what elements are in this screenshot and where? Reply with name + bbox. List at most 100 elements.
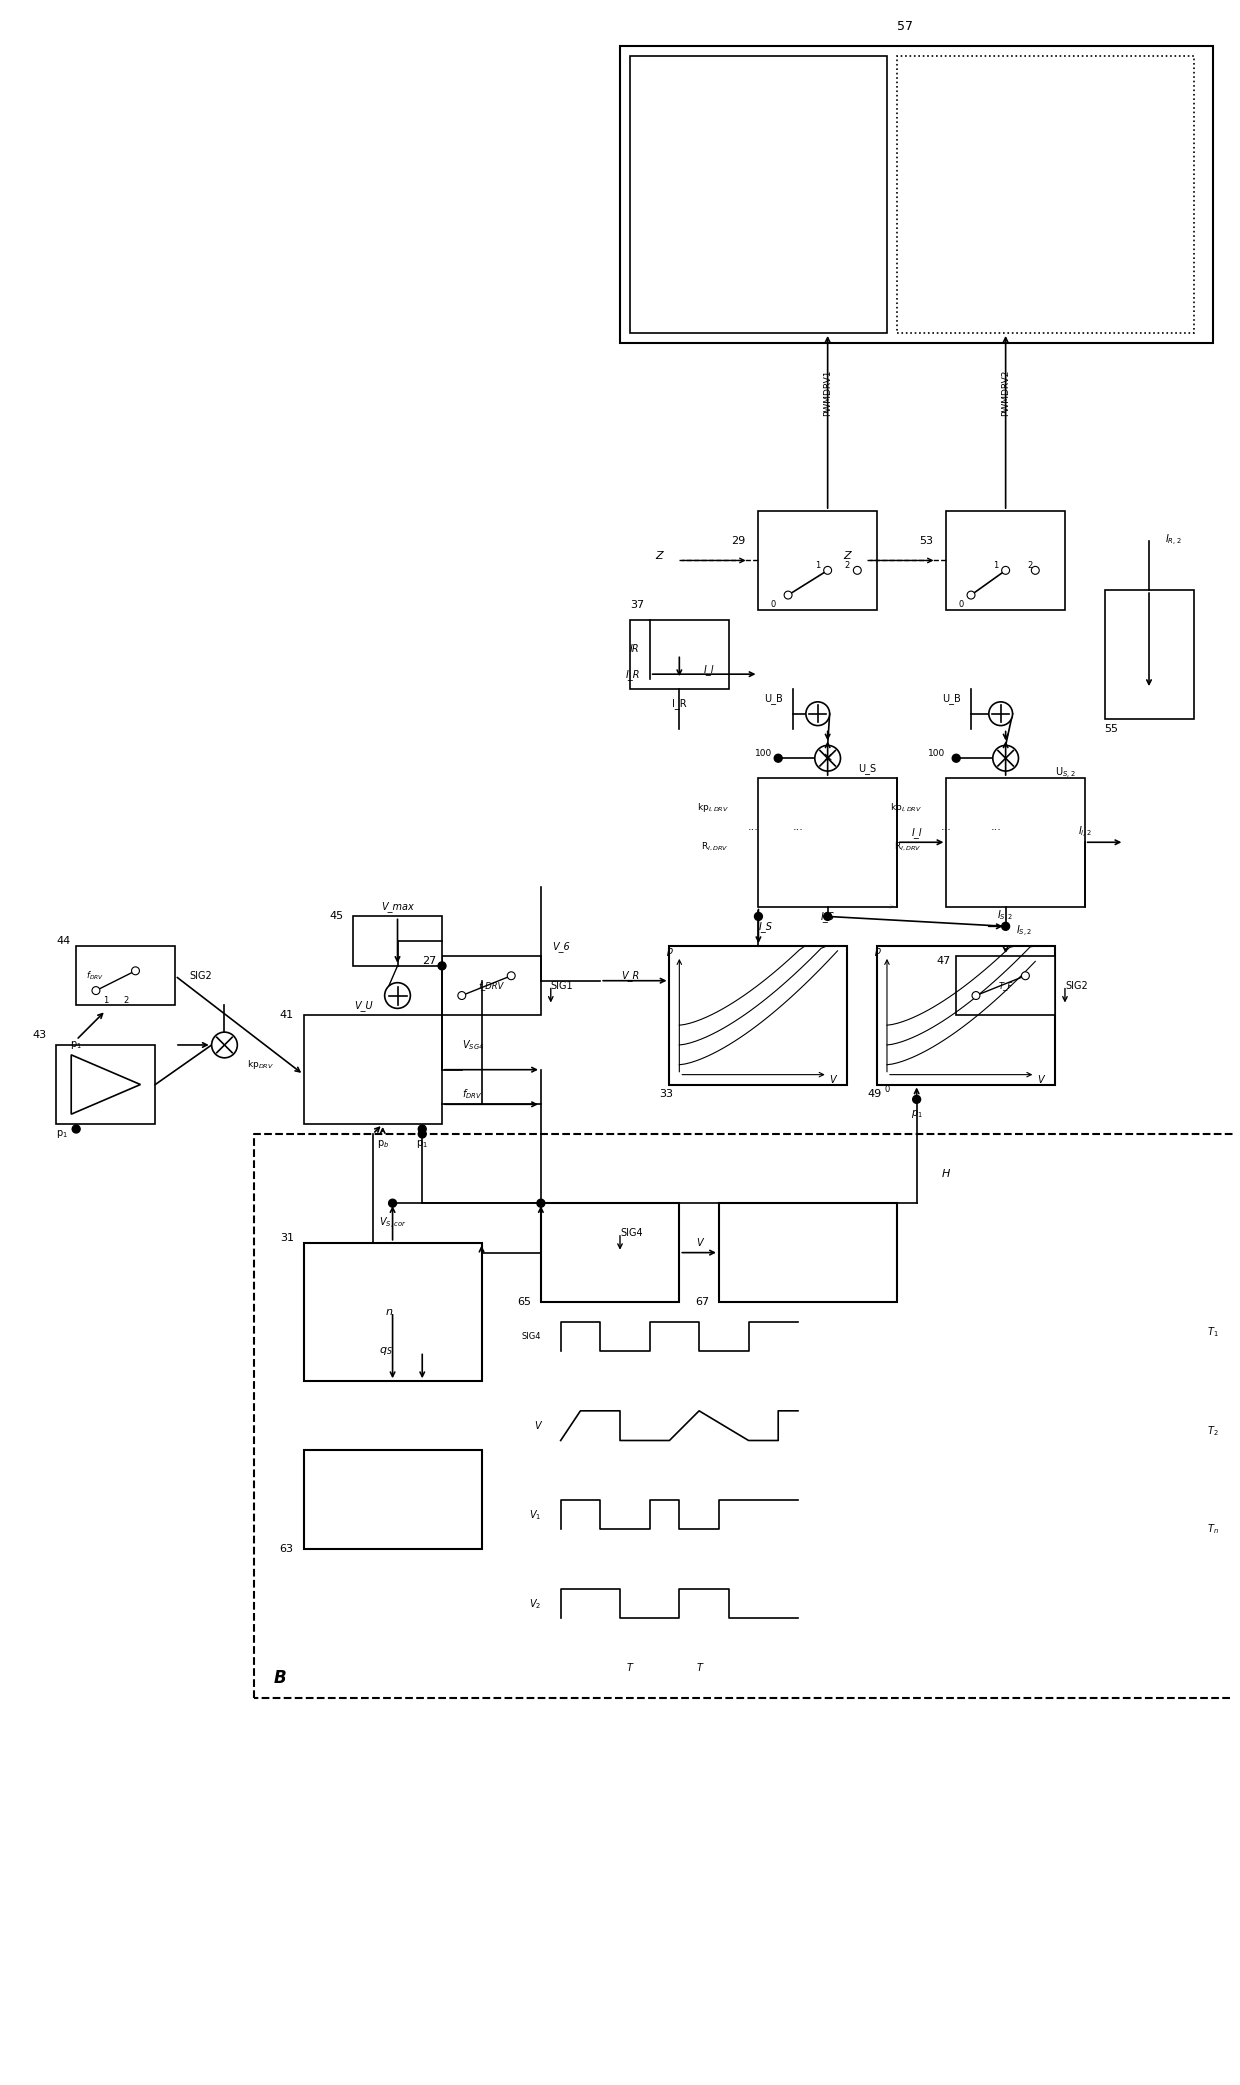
Bar [897,56,1194,334]
Text: kp$_{DRV}$: kp$_{DRV}$ [247,1059,274,1072]
Circle shape [823,913,832,919]
Text: T$_n$: T$_n$ [1208,1522,1219,1537]
Text: T$_1$: T$_1$ [1208,1324,1219,1339]
Polygon shape [71,1055,140,1113]
Text: 2: 2 [844,561,851,569]
Text: H: H [942,1168,951,1178]
Circle shape [806,703,830,726]
Circle shape [1002,567,1009,573]
Bar [630,56,887,334]
Bar [304,1243,481,1380]
Text: SIG1: SIG1 [551,980,573,990]
Text: PWMDRV1: PWMDRV1 [823,369,832,415]
Circle shape [754,913,763,919]
Bar [620,46,1213,342]
Text: 67: 67 [694,1297,709,1307]
Circle shape [537,1199,544,1207]
Text: p: p [666,947,672,957]
Text: I_l: I_l [704,663,714,676]
Circle shape [418,1126,427,1132]
Text: q$_S$: q$_S$ [378,1345,393,1357]
Text: f$_{DRV}$: f$_{DRV}$ [86,970,104,982]
Circle shape [823,567,832,573]
Text: V_6: V_6 [552,940,569,951]
Text: kp$_{I,DRV}$: kp$_{I,DRV}$ [889,801,921,813]
Circle shape [1002,922,1009,930]
Bar [541,1203,680,1301]
Circle shape [1032,567,1039,573]
Circle shape [212,1032,237,1057]
Circle shape [72,1126,81,1132]
Text: 47: 47 [936,955,951,965]
Circle shape [458,992,466,999]
Circle shape [388,1199,397,1207]
Text: 45: 45 [329,911,343,922]
Text: 65: 65 [517,1297,531,1307]
Circle shape [92,986,100,995]
Text: kp$_{I,DRV}$: kp$_{I,DRV}$ [697,801,729,813]
Text: SIG2: SIG2 [1065,980,1087,990]
Text: 31: 31 [280,1232,294,1243]
Text: V_R: V_R [621,970,640,982]
Circle shape [774,755,782,763]
Text: I$_{S,2}$: I$_{S,2}$ [997,909,1014,924]
Text: I_S: I_S [759,922,773,932]
Text: T$_2$: T$_2$ [1208,1424,1219,1437]
Circle shape [784,592,792,598]
Bar [956,957,1055,1015]
Text: T: T [696,1664,702,1672]
Text: ...: ... [991,821,1001,832]
Text: U$_{S,2}$: U$_{S,2}$ [1055,765,1075,780]
Text: 0: 0 [959,600,963,609]
Text: V: V [830,1074,836,1084]
Text: 0: 0 [884,1084,889,1095]
Text: V: V [1037,1074,1044,1084]
Bar [877,947,1055,1084]
Text: 55: 55 [1105,723,1118,734]
Circle shape [438,961,446,970]
Text: 27: 27 [423,955,436,965]
Text: p: p [874,947,880,957]
Text: T: T [627,1664,632,1672]
Text: 63: 63 [280,1545,294,1553]
Text: R$_{I,DRV}$: R$_{I,DRV}$ [894,840,921,853]
Text: I$_{S,2}$: I$_{S,2}$ [1016,924,1032,938]
Circle shape [972,992,980,999]
Text: PWMDRV2: PWMDRV2 [1001,369,1011,415]
Bar [759,511,877,611]
Text: V$_{SG4}$: V$_{SG4}$ [461,1038,484,1051]
Text: I_R: I_R [625,669,640,680]
Text: V$_{S,cor}$: V$_{S,cor}$ [378,1216,407,1230]
Text: SIG4: SIG4 [521,1332,541,1341]
Text: 43: 43 [32,1030,46,1040]
Circle shape [507,972,515,980]
Circle shape [952,755,960,763]
Text: SIG4: SIG4 [620,1228,642,1238]
Bar [441,957,541,1015]
Text: Z: Z [843,550,851,561]
Text: f_DRV: f_DRV [479,982,505,990]
Text: I_S: I_S [821,911,835,922]
Text: V_U: V_U [355,1001,373,1011]
Text: 1: 1 [103,997,108,1005]
Circle shape [384,982,410,1009]
Text: p$_1$: p$_1$ [71,1038,82,1051]
Text: ...: ... [748,821,759,832]
Text: p$_1$: p$_1$ [56,1128,68,1140]
Text: 49: 49 [867,1088,882,1099]
Text: IR: IR [630,644,640,655]
Text: 100: 100 [928,749,945,757]
Text: 1: 1 [815,561,821,569]
Text: 44: 44 [56,936,71,947]
Text: 57: 57 [897,21,913,33]
Circle shape [418,1130,427,1138]
Text: U_B: U_B [942,694,961,705]
Text: T_F: T_F [998,982,1013,990]
Text: ...: ... [792,821,804,832]
Circle shape [967,592,975,598]
Circle shape [913,1095,920,1103]
Text: V$_2$: V$_2$ [528,1597,541,1610]
Bar [76,947,175,1005]
Text: 2: 2 [1028,561,1033,569]
Text: I_l: I_l [911,828,921,838]
